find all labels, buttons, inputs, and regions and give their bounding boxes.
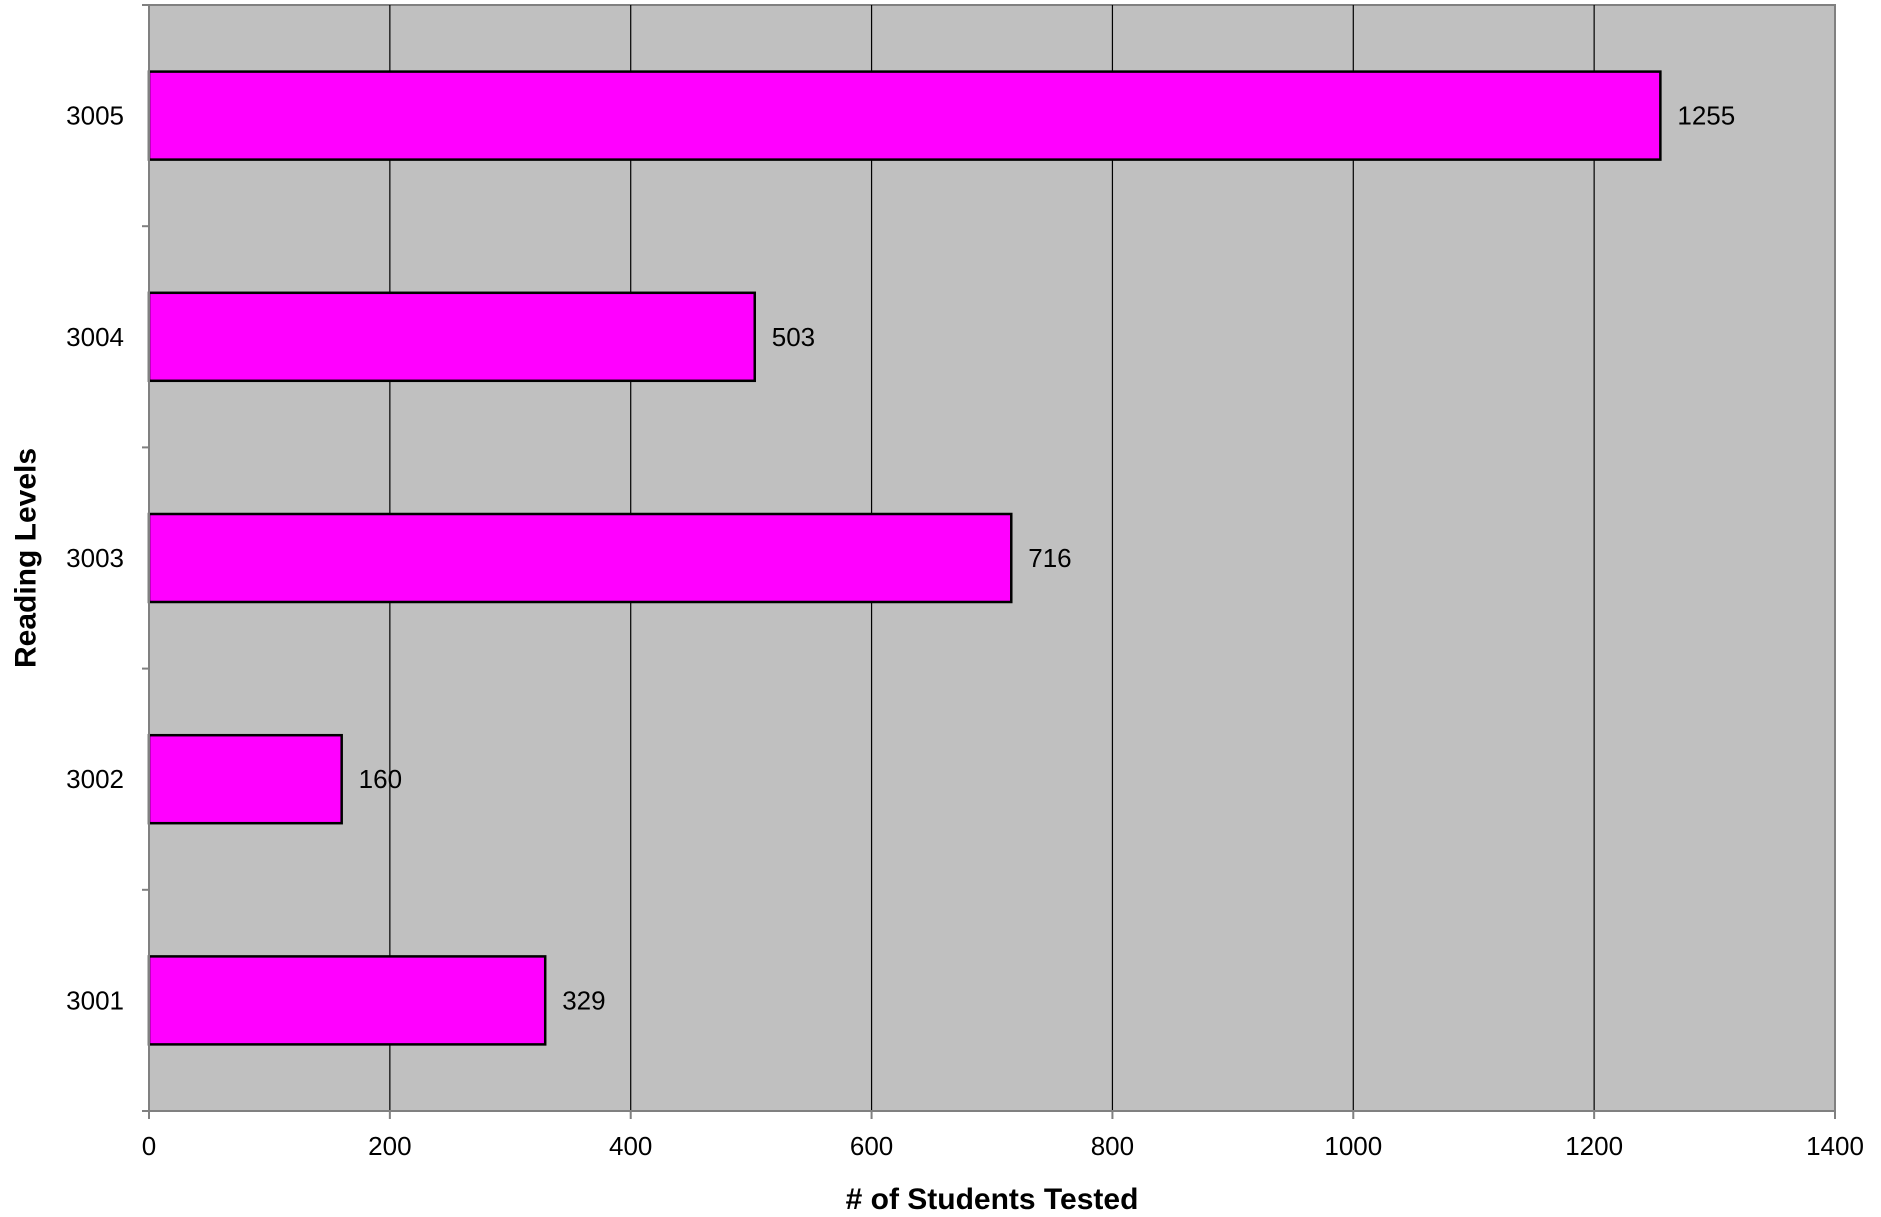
- x-tick-label: 600: [850, 1131, 893, 1161]
- bar-3003: [147, 512, 1013, 604]
- x-tick-label: 1400: [1806, 1131, 1864, 1161]
- axes: [142, 4, 1836, 1119]
- x-tick-label: 1000: [1324, 1131, 1382, 1161]
- y-category-label-3003: 3003: [66, 543, 124, 573]
- y-category-label-3001: 3001: [66, 985, 124, 1015]
- bar-3002: [147, 733, 343, 825]
- data-label-3005: 1255: [1677, 101, 1735, 131]
- data-label-3002: 160: [359, 764, 402, 794]
- data-label-3004: 503: [772, 322, 815, 352]
- x-tick-label: 200: [368, 1131, 411, 1161]
- x-tick-label: 1200: [1565, 1131, 1623, 1161]
- data-label-3001: 329: [562, 985, 605, 1015]
- bar-3004: [147, 291, 757, 383]
- y-category-label-3004: 3004: [66, 322, 124, 352]
- labels: 0 200 400 600 800 1000 1200 1400 329 3001 160 3002 7…: [66, 101, 1864, 1161]
- y-category-label-3002: 3002: [66, 764, 124, 794]
- x-tick-label: 0: [142, 1131, 156, 1161]
- y-category-label-3005: 3005: [66, 101, 124, 131]
- gridlines: [389, 5, 1595, 1111]
- data-label-3003: 716: [1028, 543, 1071, 573]
- bar-3001: [147, 955, 547, 1046]
- x-tick-label: 400: [609, 1131, 652, 1161]
- x-tick-label: 800: [1091, 1131, 1134, 1161]
- x-axis-title: # of Students Tested: [846, 1183, 1139, 1212]
- bar-3005: [147, 70, 1662, 161]
- bars: [147, 70, 1662, 1046]
- y-axis-title: Reading Levels: [10, 448, 43, 668]
